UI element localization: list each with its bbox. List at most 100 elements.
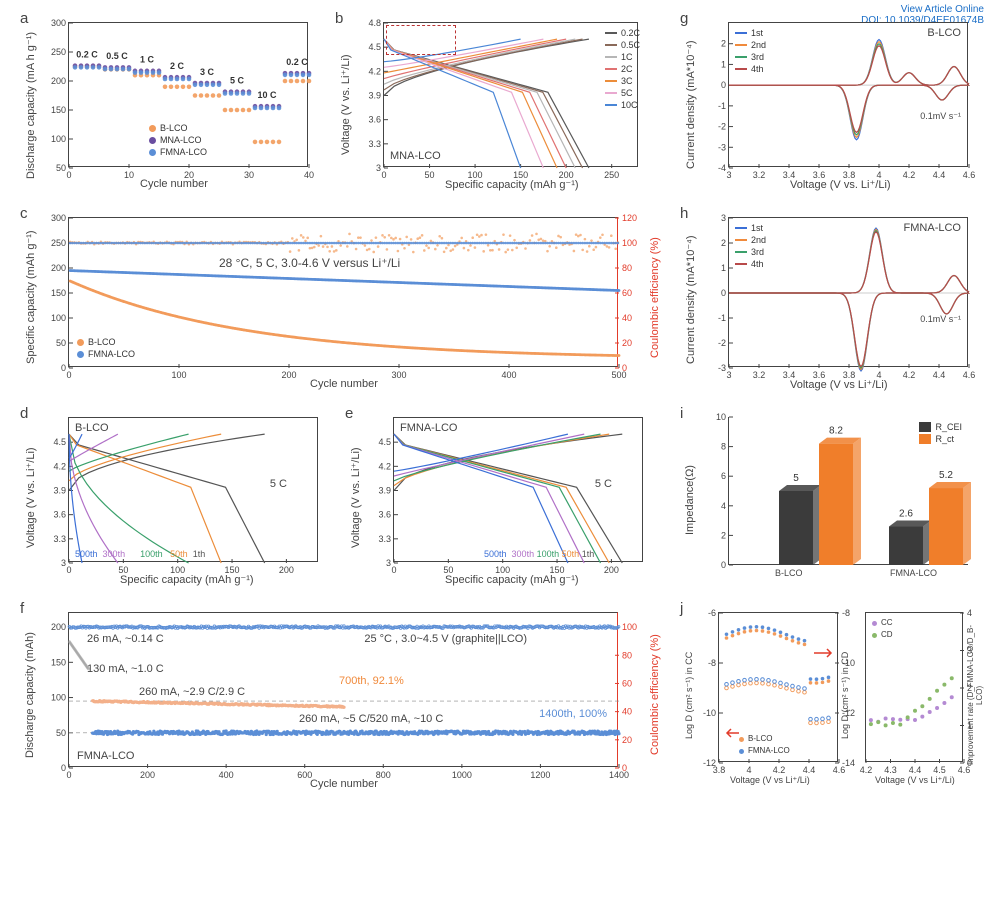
svg-text:-2: -2 xyxy=(718,122,726,132)
svg-text:10 C: 10 C xyxy=(257,90,277,100)
svg-text:0.5 C: 0.5 C xyxy=(106,51,128,61)
legend-mna: MNA-LCO xyxy=(160,134,202,146)
cv-3rd: 3rd xyxy=(751,51,764,63)
panel-d-cycle-lbls: 500th 300th 100th 50th 1th xyxy=(75,549,205,559)
svg-text:100: 100 xyxy=(171,370,186,380)
svg-text:3: 3 xyxy=(726,370,731,380)
svg-text:200: 200 xyxy=(51,76,66,86)
panel-e-xlabel: Specific capacity (mAh g⁻¹) xyxy=(445,573,579,586)
svg-text:0: 0 xyxy=(66,170,71,180)
svg-text:2: 2 xyxy=(721,39,726,49)
svg-text:1 C: 1 C xyxy=(140,55,155,65)
panel-d-plot: 05010015020033.33.63.94.24.5 B-LCO 5 C 5… xyxy=(68,417,318,562)
panel-f: f Discharge capacity (mAh) 0200400600800… xyxy=(20,600,655,795)
panel-e-label: e xyxy=(345,405,353,422)
svg-text:-1: -1 xyxy=(718,101,726,111)
rate-02c: 0.2C xyxy=(621,27,640,39)
svg-text:0: 0 xyxy=(61,763,66,773)
j-cc: CC xyxy=(881,617,893,629)
svg-text:-4: -4 xyxy=(718,163,726,173)
panel-c: c Specific capacity (mAh g⁻¹) 0100200300… xyxy=(20,205,655,395)
svg-text:100: 100 xyxy=(51,693,66,703)
panel-j-left-plot: 3.844.24.44.6-12-10-8-6-14-12-10-8 B-LCO… xyxy=(718,612,838,762)
svg-text:4.2: 4.2 xyxy=(368,66,381,76)
svg-text:5 C: 5 C xyxy=(230,76,245,86)
legend-blco: B-LCO xyxy=(160,122,188,134)
svg-text:2: 2 xyxy=(721,238,726,248)
panel-j-right-plot: 4.24.34.44.54.601234 CC CD xyxy=(865,612,963,762)
panel-d-sample: B-LCO xyxy=(75,422,109,434)
panel-h: h Current density (mA*10⁻⁴) 33.23.43.63.… xyxy=(680,205,980,395)
svg-text:4.2: 4.2 xyxy=(903,170,916,180)
svg-text:0.2 C: 0.2 C xyxy=(286,57,308,67)
svg-text:200: 200 xyxy=(51,622,66,632)
panel-c-ylabel: Specific capacity (mAh g⁻¹) xyxy=(24,220,37,375)
panel-h-plot: 33.23.43.63.844.24.44.6-3-2-10123 FMNA-L… xyxy=(728,217,968,367)
svg-text:-12: -12 xyxy=(703,758,716,768)
panel-j-ylabel-mid: Log D (cm² s⁻¹) in CD xyxy=(840,620,850,770)
svg-text:4.4: 4.4 xyxy=(909,765,922,775)
e-1: 1th xyxy=(582,549,595,559)
svg-text:3: 3 xyxy=(386,558,391,568)
svg-text:4.2: 4.2 xyxy=(53,461,66,471)
svg-text:3: 3 xyxy=(376,163,381,173)
panel-e-sample: FMNA-LCO xyxy=(400,422,457,434)
svg-text:-3: -3 xyxy=(718,142,726,152)
f-anno-1: 130 mA, ~1.0 C xyxy=(87,663,164,675)
legend-c-fmna: FMNA-LCO xyxy=(88,348,135,360)
panel-d-rate: 5 C xyxy=(270,478,287,490)
svg-text:4.6: 4.6 xyxy=(963,370,976,380)
svg-text:250: 250 xyxy=(51,47,66,57)
panel-j-xlabel-right: Voltage (V vs Li⁺/Li) xyxy=(875,775,955,786)
d-1: 1th xyxy=(193,549,206,559)
panel-j-ylabel-left: Log D (cm² s⁻¹) in CC xyxy=(684,620,694,770)
panel-b-label: b xyxy=(335,10,343,27)
svg-text:3.6: 3.6 xyxy=(53,510,66,520)
j-cd: CD xyxy=(881,629,893,641)
svg-text:4: 4 xyxy=(721,501,726,511)
svg-text:1000: 1000 xyxy=(452,770,472,780)
panel-a: a Discharge capacity (mA h g⁻¹) 01020304… xyxy=(20,10,320,195)
rate-5c: 5C xyxy=(621,87,633,99)
svg-text:1: 1 xyxy=(721,263,726,273)
rate-3c: 3C xyxy=(621,75,633,87)
svg-text:-3: -3 xyxy=(718,363,726,373)
panel-c-annotation: 28 °C, 5 C, 3.0-4.6 V versus Li⁺/Li xyxy=(219,256,400,270)
svg-text:5: 5 xyxy=(793,473,799,484)
legend-c-blco: B-LCO xyxy=(88,336,116,348)
svg-text:40: 40 xyxy=(304,170,314,180)
svg-text:80: 80 xyxy=(622,263,632,273)
panel-g-scan: 0.1mV s⁻¹ xyxy=(920,111,961,122)
svg-text:0: 0 xyxy=(391,565,396,575)
svg-text:2: 2 xyxy=(721,530,726,540)
svg-text:-2: -2 xyxy=(718,338,726,348)
panel-g-plot: 33.23.43.63.844.24.44.6-4-3-2-1012 B-LCO… xyxy=(728,22,968,167)
panel-b-sample: MNA-LCO xyxy=(390,150,441,162)
svg-text:4.2: 4.2 xyxy=(903,370,916,380)
panel-e-svg: 05010015020033.33.63.94.24.5 xyxy=(394,418,644,563)
f-sample: FMNA-LCO xyxy=(77,750,134,762)
svg-text:250: 250 xyxy=(51,238,66,248)
svg-text:4.3: 4.3 xyxy=(884,765,897,775)
svg-text:3.6: 3.6 xyxy=(368,115,381,125)
panel-i-cat1: FMNA-LCO xyxy=(890,568,937,578)
panel-j-right-legend: CC CD xyxy=(872,617,893,641)
cvh-4th: 4th xyxy=(751,258,764,270)
d-50: 50th xyxy=(170,549,188,559)
svg-text:0: 0 xyxy=(66,565,71,575)
panel-h-scan: 0.1mV s⁻¹ xyxy=(920,314,961,325)
svg-text:4.5: 4.5 xyxy=(368,42,381,52)
svg-text:50: 50 xyxy=(425,170,435,180)
svg-text:6: 6 xyxy=(721,471,726,481)
panel-j: j Log D (cm² s⁻¹) in CC 3.844.24.44.6-12… xyxy=(680,600,980,795)
rate-1c: 1C xyxy=(621,51,633,63)
svg-text:200: 200 xyxy=(281,370,296,380)
svg-text:4.6: 4.6 xyxy=(963,170,976,180)
cvh-3rd: 3rd xyxy=(751,246,764,258)
panel-a-label: a xyxy=(20,10,28,27)
svg-text:10: 10 xyxy=(716,412,726,422)
svg-text:150: 150 xyxy=(51,657,66,667)
svg-text:100: 100 xyxy=(622,622,637,632)
svg-text:4.8: 4.8 xyxy=(368,18,381,28)
svg-text:300: 300 xyxy=(391,370,406,380)
